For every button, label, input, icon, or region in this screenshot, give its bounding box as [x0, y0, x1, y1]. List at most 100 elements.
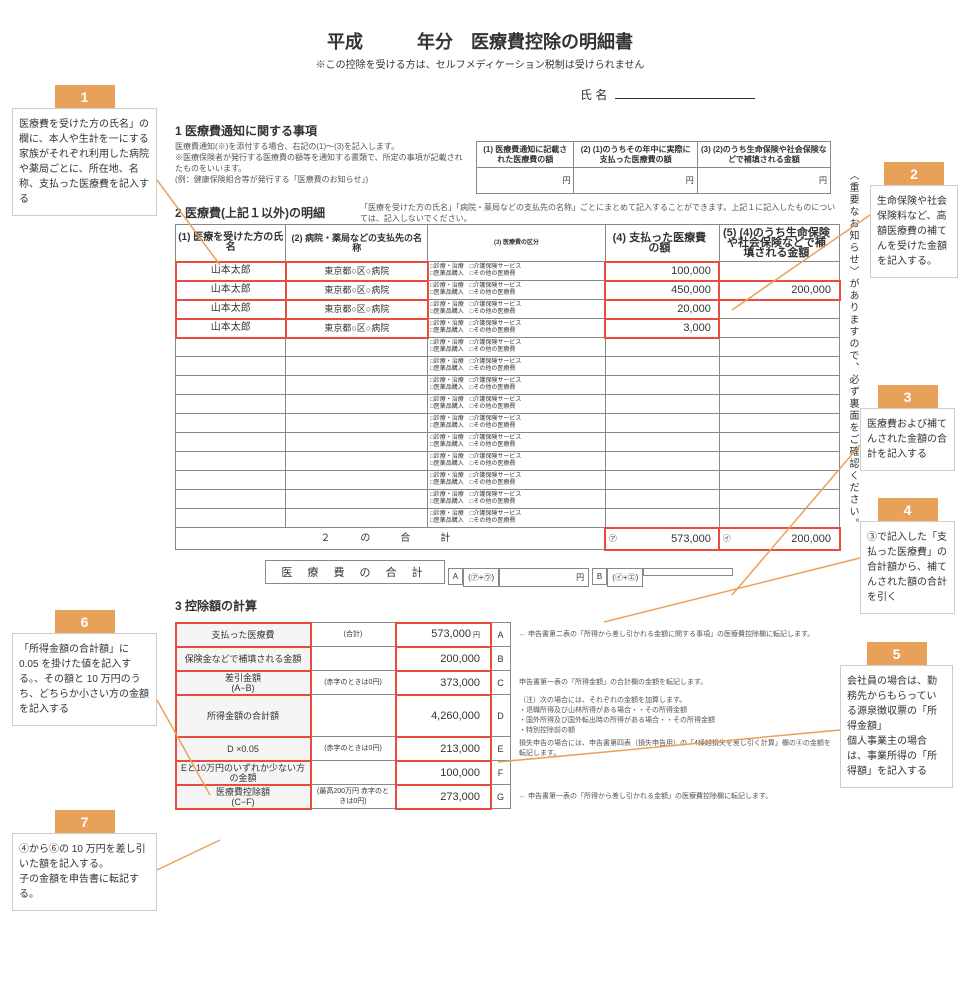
callout-text: 医療費を受けた方の氏名」の欄に、本人や生計を一にする家族がそれぞれ利用した病院や…	[12, 108, 157, 216]
calc-note: (合計)	[311, 623, 396, 647]
callout-text: 生命保険や社会保険料など、高額医療費の補てんを受けた金額を記入する。	[870, 185, 958, 278]
callout-3: 3 医療費および補てんされた金額の合計を記入する	[860, 385, 955, 471]
calc-label: 保険金などで補填される金額	[176, 647, 311, 671]
calc-desc: ← 申告書第二表の「所得から差し引かれる金額に関する事項」の医療費控除欄に転記し…	[511, 623, 840, 647]
row-cat: □診療・治療 □介護保険サービス□医薬品購入 □その他の医療費	[428, 395, 606, 414]
row-name: 山本太郎	[176, 319, 286, 338]
calc-label: 医療費控除額(C−F)	[176, 785, 311, 809]
gt-b: B	[592, 568, 607, 585]
callout-6: 6 「所得金額の合計額」に 0.05 を掛けた値を記入する。、その額と 10 万…	[12, 610, 157, 726]
h3: (4) 支払った医療費の額	[605, 225, 719, 262]
gt-bv	[643, 568, 733, 576]
calc-note: (赤字のときは0円)	[311, 671, 396, 695]
calc-note	[311, 695, 396, 737]
calc-desc: （注）次の場合には、それぞれの金額を加算します。・退職所得及び山林所得がある場合…	[511, 695, 840, 737]
sec1-col3: (3) (2)のうち生命保険や社会保険などで補填される金額	[697, 142, 830, 168]
calc-label: 所得金額の合計額	[176, 695, 311, 737]
calc-val: 373,000	[396, 671, 491, 695]
doc-title: 平成 年分 医療費控除の明細書	[0, 0, 960, 54]
sec3-table: 支払った医療費 (合計) 573,000円 A ← 申告書第二表の「所得から差し…	[175, 622, 840, 809]
calc-letter: A	[491, 623, 511, 647]
calc-val: 100,000	[396, 761, 491, 785]
row-reimb	[719, 319, 839, 338]
grand-total: 医 療 費 の 合 計 A(㋐+㋒)円 B(㋑+㋓)	[175, 560, 840, 587]
calc-desc: ← 申告書第一表の「所得から差し引かれる金額」の医療費控除欄に転記します。	[511, 785, 840, 809]
sec3-heading: 3 控除額の計算	[175, 597, 840, 614]
row-name: 山本太郎	[176, 281, 286, 300]
callout-text: 会社員の場合は、勤務先からもらっている源泉徴収票の「所得金額」個人事業主の場合は…	[840, 665, 953, 788]
u3: 円	[697, 168, 830, 194]
sec2-table: (1) 医療を受けた方の氏名 (2) 病院・薬局などの支払先の名称 (3) 医療…	[175, 224, 840, 550]
calc-letter: D	[491, 695, 511, 737]
calc-note: (最高200万円 赤字のときは0円)	[311, 785, 396, 809]
h0: (1) 医療を受けた方の氏名	[176, 225, 286, 262]
callout-num: 2	[884, 162, 944, 186]
calc-desc: 申告書第一表の「所得金額」の合計欄の金額を転記します。	[511, 671, 840, 695]
callout-text: 「所得金額の合計額」に 0.05 を掛けた値を記入する。、その額と 10 万円の…	[12, 633, 157, 726]
h2: (3) 医療費の区分	[428, 225, 606, 262]
row-cat: □診療・治療 □介護保険サービス□医薬品購入 □その他の医療費	[428, 300, 606, 319]
row-amt: 20,000	[605, 300, 719, 319]
calc-desc	[511, 647, 840, 671]
row-cat: □診療・治療 □介護保険サービス□医薬品購入 □その他の医療費	[428, 509, 606, 528]
callout-text: ③で記入した「支払った医療費」の合計額から、補てんされた額の合計を引く	[860, 521, 955, 614]
callout-text: ④から⑥の 10 万円を差し引いた額を記入する。子の金額を申告書に転記する。	[12, 833, 157, 911]
u2: 円	[574, 168, 697, 194]
row-cat: □診療・治療 □介護保険サービス□医薬品購入 □その他の医療費	[428, 433, 606, 452]
calc-val: 200,000	[396, 647, 491, 671]
row-place: 東京都○区○病院	[286, 281, 428, 300]
callout-1: 1 医療費を受けた方の氏名」の欄に、本人や生計を一にする家族がそれぞれ利用した病…	[12, 85, 157, 216]
row-cat: □診療・治療 □介護保険サービス□医薬品購入 □その他の医療費	[428, 319, 606, 338]
row-cat: □診療・治療 □介護保険サービス□医薬品購入 □その他の医療費	[428, 471, 606, 490]
vertical-note: 〈重要なお知らせ〉がありますので、必ず裏面をご確認ください。	[845, 170, 860, 590]
sec1-table: (1) 医療費通知に記載された医療費の額 (2) (1)のうちその年中に実際に支…	[476, 141, 831, 194]
calc-desc: 損失申告の場合には、申告書第四表（損失申告用）の「4繰越損失を差し引く計算」欄の…	[511, 737, 840, 761]
name-field: 氏 名	[580, 85, 755, 103]
gt-bn: (㋑+㋓)	[607, 568, 643, 587]
calc-val: 4,260,000	[396, 695, 491, 737]
row-cat: □診療・治療 □介護保険サービス□医薬品購入 □その他の医療費	[428, 376, 606, 395]
row-cat: □診療・治療 □介護保険サービス□医薬品購入 □その他の医療費	[428, 490, 606, 509]
sec1-desc3: (例：健康保険組合等が発行する「医療費のお知らせ」)	[175, 174, 470, 185]
sec1-col2: (2) (1)のうちその年中に実際に支払った医療費の額	[574, 142, 697, 168]
callout-7: 7 ④から⑥の 10 万円を差し引いた額を記入する。子の金額を申告書に転記する。	[12, 810, 157, 911]
gt-au: 円	[499, 568, 589, 587]
row-cat: □診療・治療 □介護保険サービス□医薬品購入 □その他の医療費	[428, 414, 606, 433]
sec1-desc1: 医療費通知(※)を添付する場合、右記の(1)〜(3)を記入します。	[175, 141, 470, 152]
sum-label: ２ の 合 計	[176, 528, 606, 550]
row-reimb	[719, 300, 839, 319]
row-place: 東京都○区○病院	[286, 262, 428, 281]
doc-subtitle: ※この控除を受ける方は、セルフメディケーション税制は受けられません	[0, 56, 960, 71]
sec1-col1: (1) 医療費通知に記載された医療費の額	[477, 142, 574, 168]
row-cat: □診療・治療 □介護保険サービス□医薬品購入 □その他の医療費	[428, 262, 606, 281]
callout-num: 1	[55, 85, 115, 109]
sec1-heading: 1 医療費通知に関する事項	[175, 122, 840, 139]
calc-note	[311, 761, 396, 785]
row-amt: 450,000	[605, 281, 719, 300]
calc-label: D ×0.05	[176, 737, 311, 761]
calc-val: 573,000円	[396, 623, 491, 647]
gt-an: (㋐+㋒)	[463, 568, 499, 587]
callout-num: 5	[867, 642, 927, 666]
row-name: 山本太郎	[176, 300, 286, 319]
sum-paid: ㋐573,000	[605, 528, 719, 550]
gt-label: 医 療 費 の 合 計	[265, 560, 445, 584]
sec2-note: 「医療を受けた方の氏名」「病院・薬局などの支払先の名称」ごとにまとめて記入するこ…	[360, 202, 840, 224]
sum-reimb: ㋑200,000	[719, 528, 839, 550]
calc-letter: C	[491, 671, 511, 695]
gt-a: A	[448, 568, 463, 585]
h1: (2) 病院・薬局などの支払先の名称	[286, 225, 428, 262]
calc-letter: B	[491, 647, 511, 671]
h4: (5) (4)のうち生命保険や社会保険などで補填される金額	[719, 225, 839, 262]
callout-num: 3	[878, 385, 938, 409]
row-reimb: 200,000	[719, 281, 839, 300]
calc-note	[311, 647, 396, 671]
callout-num: 6	[55, 610, 115, 634]
row-reimb	[719, 262, 839, 281]
callout-2: 2 生命保険や社会保険料など、高額医療費の補てんを受けた金額を記入する。	[870, 162, 958, 278]
callout-num: 4	[878, 498, 938, 522]
row-cat: □診療・治療 □介護保険サービス□医薬品購入 □その他の医療費	[428, 281, 606, 300]
sec2-heading: 2 医療費(上記１以外)の明細	[175, 204, 360, 221]
row-name: 山本太郎	[176, 262, 286, 281]
row-cat: □診療・治療 □介護保険サービス□医薬品購入 □その他の医療費	[428, 357, 606, 376]
